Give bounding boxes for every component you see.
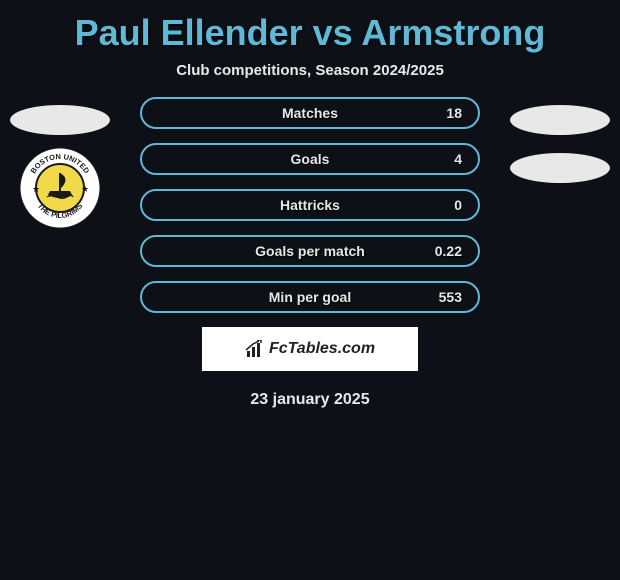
brand-text: FcTables.com (269, 340, 375, 358)
stat-label: Goals per match (255, 243, 365, 259)
subtitle: Club competitions, Season 2024/2025 (0, 62, 620, 79)
stat-value: 4 (454, 151, 462, 167)
stat-label: Matches (282, 105, 338, 121)
stat-value: 18 (446, 105, 462, 121)
content: BOSTON UNITED THE PILGRIMS ★ ★ Matches 1… (0, 97, 620, 409)
left-club-badge: BOSTON UNITED THE PILGRIMS ★ ★ (19, 147, 101, 229)
stat-label: Hattricks (280, 197, 340, 213)
right-player-column (510, 97, 610, 195)
stat-row-goals: Goals 4 (140, 143, 480, 175)
stat-value: 553 (439, 289, 462, 305)
right-flag-1-icon (510, 105, 610, 135)
stat-row-goals-per-match: Goals per match 0.22 (140, 235, 480, 267)
left-player-column: BOSTON UNITED THE PILGRIMS ★ ★ (10, 97, 110, 229)
stat-label: Min per goal (269, 289, 351, 305)
brand-box[interactable]: FcTables.com (202, 327, 418, 371)
stat-row-min-per-goal: Min per goal 553 (140, 281, 480, 313)
stat-value: 0.22 (435, 243, 462, 259)
chart-icon (245, 340, 265, 358)
right-flag-2-icon (510, 153, 610, 183)
stat-row-hattricks: Hattricks 0 (140, 189, 480, 221)
stat-row-matches: Matches 18 (140, 97, 480, 129)
stat-label: Goals (291, 151, 330, 167)
footer-date: 23 january 2025 (0, 391, 620, 409)
stat-value: 0 (454, 197, 462, 213)
svg-text:★: ★ (32, 184, 40, 194)
stats-table: Matches 18 Goals 4 Hattricks 0 Goals per… (140, 97, 480, 313)
page-title: Paul Ellender vs Armstrong (0, 0, 620, 54)
svg-text:★: ★ (81, 184, 89, 194)
left-flag-icon (10, 105, 110, 135)
